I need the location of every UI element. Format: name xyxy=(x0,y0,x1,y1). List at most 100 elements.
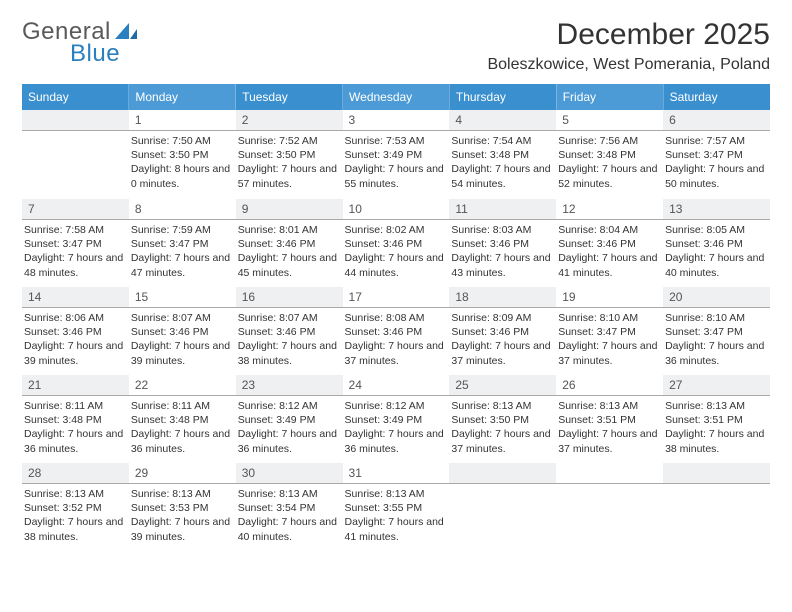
calendar-day-cell: 29Sunrise: 8:13 AMSunset: 3:53 PMDayligh… xyxy=(129,462,236,548)
calendar-day-cell: 30Sunrise: 8:13 AMSunset: 3:54 PMDayligh… xyxy=(236,462,343,548)
day-number: 31 xyxy=(343,463,450,484)
sunset-text: Sunset: 3:48 PM xyxy=(131,413,234,427)
logo-text-blue: Blue xyxy=(70,40,120,68)
sun-info: Sunrise: 7:57 AMSunset: 3:47 PMDaylight:… xyxy=(663,131,770,191)
day-number: 18 xyxy=(449,287,556,308)
weekday-header: Wednesday xyxy=(343,84,450,110)
daylight-text: Daylight: 7 hours and 41 minutes. xyxy=(345,515,448,543)
sun-info: Sunrise: 8:13 AMSunset: 3:53 PMDaylight:… xyxy=(129,484,236,544)
title-block: December 2025 Boleszkowice, West Pomeran… xyxy=(487,18,770,74)
sun-info: Sunrise: 7:56 AMSunset: 3:48 PMDaylight:… xyxy=(556,131,663,191)
sunset-text: Sunset: 3:50 PM xyxy=(451,413,554,427)
sun-info: Sunrise: 8:13 AMSunset: 3:51 PMDaylight:… xyxy=(556,396,663,456)
day-number: 26 xyxy=(556,375,663,396)
sunset-text: Sunset: 3:46 PM xyxy=(238,237,341,251)
day-number xyxy=(449,463,556,484)
daylight-text: Daylight: 7 hours and 43 minutes. xyxy=(451,251,554,279)
daylight-text: Daylight: 7 hours and 38 minutes. xyxy=(665,427,768,455)
sun-info: Sunrise: 8:02 AMSunset: 3:46 PMDaylight:… xyxy=(343,220,450,280)
sunset-text: Sunset: 3:46 PM xyxy=(24,325,127,339)
calendar-day-cell: 11Sunrise: 8:03 AMSunset: 3:46 PMDayligh… xyxy=(449,198,556,284)
day-number: 23 xyxy=(236,375,343,396)
day-number: 19 xyxy=(556,287,663,308)
sun-info: Sunrise: 7:59 AMSunset: 3:47 PMDaylight:… xyxy=(129,220,236,280)
sun-info: Sunrise: 8:12 AMSunset: 3:49 PMDaylight:… xyxy=(236,396,343,456)
calendar-table: SundayMondayTuesdayWednesdayThursdayFrid… xyxy=(22,84,770,549)
sun-info: Sunrise: 8:03 AMSunset: 3:46 PMDaylight:… xyxy=(449,220,556,280)
calendar-empty-cell xyxy=(556,462,663,548)
daylight-text: Daylight: 7 hours and 37 minutes. xyxy=(451,339,554,367)
calendar-week-row: 28Sunrise: 8:13 AMSunset: 3:52 PMDayligh… xyxy=(22,462,770,548)
sunset-text: Sunset: 3:46 PM xyxy=(665,237,768,251)
sunrise-text: Sunrise: 8:13 AM xyxy=(451,399,554,413)
sunrise-text: Sunrise: 8:04 AM xyxy=(558,223,661,237)
day-number: 4 xyxy=(449,110,556,131)
sun-info: Sunrise: 8:11 AMSunset: 3:48 PMDaylight:… xyxy=(129,396,236,456)
calendar-header-row: SundayMondayTuesdayWednesdayThursdayFrid… xyxy=(22,84,770,110)
daylight-text: Daylight: 7 hours and 50 minutes. xyxy=(665,162,768,190)
sunset-text: Sunset: 3:51 PM xyxy=(665,413,768,427)
daylight-text: Daylight: 7 hours and 38 minutes. xyxy=(238,339,341,367)
sunrise-text: Sunrise: 8:13 AM xyxy=(665,399,768,413)
day-number: 3 xyxy=(343,110,450,131)
calendar-day-cell: 24Sunrise: 8:12 AMSunset: 3:49 PMDayligh… xyxy=(343,374,450,460)
daylight-text: Daylight: 7 hours and 39 minutes. xyxy=(24,339,127,367)
sunset-text: Sunset: 3:48 PM xyxy=(558,148,661,162)
calendar-empty-cell xyxy=(449,462,556,548)
calendar-day-cell: 5Sunrise: 7:56 AMSunset: 3:48 PMDaylight… xyxy=(556,110,663,196)
calendar-day-cell: 17Sunrise: 8:08 AMSunset: 3:46 PMDayligh… xyxy=(343,286,450,372)
day-number: 1 xyxy=(129,110,236,131)
day-number: 24 xyxy=(343,375,450,396)
sunrise-text: Sunrise: 8:11 AM xyxy=(24,399,127,413)
sunset-text: Sunset: 3:47 PM xyxy=(24,237,127,251)
sun-info: Sunrise: 8:10 AMSunset: 3:47 PMDaylight:… xyxy=(663,308,770,368)
calendar-day-cell: 2Sunrise: 7:52 AMSunset: 3:50 PMDaylight… xyxy=(236,110,343,196)
sun-info: Sunrise: 8:07 AMSunset: 3:46 PMDaylight:… xyxy=(236,308,343,368)
sunrise-text: Sunrise: 8:12 AM xyxy=(238,399,341,413)
sunrise-text: Sunrise: 8:08 AM xyxy=(345,311,448,325)
day-number xyxy=(663,463,770,484)
calendar-day-cell: 25Sunrise: 8:13 AMSunset: 3:50 PMDayligh… xyxy=(449,374,556,460)
sunset-text: Sunset: 3:55 PM xyxy=(345,501,448,515)
daylight-text: Daylight: 7 hours and 41 minutes. xyxy=(558,251,661,279)
calendar-day-cell: 15Sunrise: 8:07 AMSunset: 3:46 PMDayligh… xyxy=(129,286,236,372)
sunrise-text: Sunrise: 8:13 AM xyxy=(24,487,127,501)
calendar-day-cell: 16Sunrise: 8:07 AMSunset: 3:46 PMDayligh… xyxy=(236,286,343,372)
sunrise-text: Sunrise: 7:56 AM xyxy=(558,134,661,148)
day-number: 12 xyxy=(556,199,663,220)
daylight-text: Daylight: 7 hours and 55 minutes. xyxy=(345,162,448,190)
calendar-day-cell: 31Sunrise: 8:13 AMSunset: 3:55 PMDayligh… xyxy=(343,462,450,548)
sunset-text: Sunset: 3:47 PM xyxy=(558,325,661,339)
daylight-text: Daylight: 7 hours and 36 minutes. xyxy=(238,427,341,455)
calendar-day-cell: 6Sunrise: 7:57 AMSunset: 3:47 PMDaylight… xyxy=(663,110,770,196)
day-number: 20 xyxy=(663,287,770,308)
sunrise-text: Sunrise: 8:07 AM xyxy=(238,311,341,325)
sunset-text: Sunset: 3:48 PM xyxy=(451,148,554,162)
day-number: 7 xyxy=(22,199,129,220)
daylight-text: Daylight: 7 hours and 45 minutes. xyxy=(238,251,341,279)
sunset-text: Sunset: 3:46 PM xyxy=(451,325,554,339)
day-number: 25 xyxy=(449,375,556,396)
calendar-week-row: 1Sunrise: 7:50 AMSunset: 3:50 PMDaylight… xyxy=(22,110,770,196)
sun-info: Sunrise: 8:13 AMSunset: 3:54 PMDaylight:… xyxy=(236,484,343,544)
daylight-text: Daylight: 7 hours and 36 minutes. xyxy=(345,427,448,455)
day-number: 2 xyxy=(236,110,343,131)
sunset-text: Sunset: 3:46 PM xyxy=(131,325,234,339)
day-number: 6 xyxy=(663,110,770,131)
daylight-text: Daylight: 7 hours and 36 minutes. xyxy=(131,427,234,455)
weekday-header: Saturday xyxy=(663,84,770,110)
sun-info: Sunrise: 8:13 AMSunset: 3:51 PMDaylight:… xyxy=(663,396,770,456)
sunrise-text: Sunrise: 7:57 AM xyxy=(665,134,768,148)
calendar-week-row: 7Sunrise: 7:58 AMSunset: 3:47 PMDaylight… xyxy=(22,198,770,284)
sunset-text: Sunset: 3:47 PM xyxy=(131,237,234,251)
sunrise-text: Sunrise: 8:02 AM xyxy=(345,223,448,237)
month-title: December 2025 xyxy=(487,18,770,52)
sunrise-text: Sunrise: 7:54 AM xyxy=(451,134,554,148)
calendar-day-cell: 12Sunrise: 8:04 AMSunset: 3:46 PMDayligh… xyxy=(556,198,663,284)
day-number xyxy=(556,463,663,484)
daylight-text: Daylight: 7 hours and 37 minutes. xyxy=(558,427,661,455)
location-text: Boleszkowice, West Pomerania, Poland xyxy=(487,56,770,74)
sun-info: Sunrise: 8:08 AMSunset: 3:46 PMDaylight:… xyxy=(343,308,450,368)
sunset-text: Sunset: 3:50 PM xyxy=(131,148,234,162)
calendar-day-cell: 26Sunrise: 8:13 AMSunset: 3:51 PMDayligh… xyxy=(556,374,663,460)
